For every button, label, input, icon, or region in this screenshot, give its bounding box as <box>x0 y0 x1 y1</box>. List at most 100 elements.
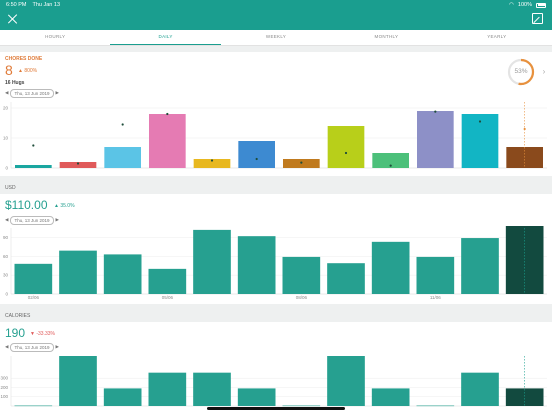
calories-date-picker: ◀ Thu, 13 Jun 2019 ▶ <box>5 342 59 352</box>
chart-bar[interactable] <box>505 388 544 406</box>
close-icon[interactable] <box>7 13 19 25</box>
chart-bar[interactable] <box>282 405 321 407</box>
chart-bar[interactable] <box>461 114 499 168</box>
progress-ring[interactable]: 53% <box>506 57 536 87</box>
chart-dot <box>121 123 124 126</box>
chart-bar[interactable] <box>371 241 410 294</box>
chart-dot <box>344 151 348 155</box>
calories-section-header: CALORIES <box>0 311 552 322</box>
chart-bar[interactable] <box>461 238 499 294</box>
next-date-icon[interactable]: ▶ <box>55 90 59 95</box>
chart-bar[interactable] <box>14 263 53 294</box>
chores-value: 8 <box>5 62 13 78</box>
chart-bar[interactable] <box>417 111 454 168</box>
chart-bar[interactable] <box>372 153 409 168</box>
chart-bar[interactable] <box>416 405 455 407</box>
tab-hourly[interactable]: HOURLY <box>45 34 66 39</box>
chart-bar[interactable] <box>461 372 499 406</box>
y-tick-label: 0 <box>5 166 8 171</box>
chart-bar[interactable] <box>193 159 231 168</box>
calories-value: 190 <box>5 326 26 340</box>
tab-yearly[interactable]: YEARLY <box>487 34 507 39</box>
chart-dot <box>255 157 258 161</box>
app-bar <box>0 10 552 30</box>
next-date-icon[interactable]: ▶ <box>55 217 59 222</box>
y-tick-label: 200 <box>0 385 8 390</box>
calories-chart: 300 200 100 <box>0 356 547 407</box>
status-bar: 6:50 PM Thu Jan 13 ◠ 100% <box>0 0 552 10</box>
usd-delta: ▲ 35.0% <box>54 203 75 209</box>
calories-delta: ▼ -33.33% <box>30 331 55 337</box>
usd-value: $110.00 <box>5 198 48 212</box>
usd-date-picker: ◀ Thu, 13 Jun 2019 ▶ <box>5 215 59 225</box>
chart-bar[interactable] <box>59 250 97 294</box>
usd-date[interactable]: Thu, 13 Jun 2019 <box>10 215 54 225</box>
chart-bar[interactable] <box>327 356 365 406</box>
chart-bar[interactable] <box>149 114 186 168</box>
edit-icon[interactable] <box>532 13 543 24</box>
chores-panel <box>0 52 552 176</box>
chart-bar[interactable] <box>505 226 544 294</box>
usd-chart: 90 60 30 0 02/06 05/06 08/06 11/06 <box>3 226 547 300</box>
chores-sub: 16 Hugs <box>5 80 25 86</box>
chart-bar[interactable] <box>148 268 187 294</box>
home-indicator <box>207 407 345 410</box>
chart-bar[interactable] <box>327 263 365 294</box>
chores-date[interactable]: Thu, 13 Jun 2019 <box>10 88 54 98</box>
x-tick-label: 05/06 <box>162 295 174 300</box>
y-tick-label: 0 <box>5 292 8 297</box>
chevron-right-icon[interactable]: › <box>542 67 546 76</box>
chores-date-picker: ◀ Thu, 13 Jun 2019 ▶ <box>5 88 59 98</box>
chart-bar[interactable] <box>15 165 52 168</box>
progress-ring-arc <box>507 58 535 86</box>
y-tick-label: 10 <box>3 136 9 141</box>
y-tick-label: 60 <box>3 254 9 259</box>
tab-monthly[interactable]: MONTHLY <box>374 34 399 39</box>
prev-date-icon[interactable]: ◀ <box>5 217 9 222</box>
chart-bar[interactable] <box>104 147 141 168</box>
chart-bar[interactable] <box>59 162 97 168</box>
wifi-icon: ◠ <box>509 2 514 8</box>
next-date-icon[interactable]: ▶ <box>55 344 59 349</box>
chart-bar[interactable] <box>371 388 410 406</box>
prev-date-icon[interactable]: ◀ <box>5 344 9 349</box>
usd-section-header: USD <box>0 183 552 194</box>
chart-bar[interactable] <box>14 405 53 407</box>
chart-bar[interactable] <box>59 356 97 406</box>
chart-dot <box>76 162 80 165</box>
calories-date[interactable]: Thu, 13 Jun 2019 <box>10 342 54 352</box>
prev-date-icon[interactable]: ◀ <box>5 90 9 95</box>
chart-bar[interactable] <box>237 388 276 406</box>
status-date: Thu Jan 13 <box>32 2 61 8</box>
chores-title: CHORES DONE <box>5 56 43 62</box>
y-tick-label: 100 <box>0 394 8 399</box>
chart-bar[interactable] <box>103 388 142 406</box>
y-tick-label: 300 <box>0 376 8 381</box>
tab-weekly[interactable]: WEEKLY <box>265 34 287 39</box>
period-tabs: HOURLY DAILY WEEKLY MONTHLY YEARLY <box>0 30 552 46</box>
chart-dot <box>166 112 169 116</box>
chart-bar[interactable] <box>103 254 142 294</box>
battery-percent: 100% <box>517 2 532 8</box>
chores-delta: ▲ 800% <box>18 68 38 74</box>
chart-bar[interactable] <box>282 256 321 294</box>
chart-dot <box>389 164 392 167</box>
chores-chart: 20 10 0 <box>3 102 547 171</box>
chart-dot <box>210 159 214 162</box>
chart-bar[interactable] <box>148 372 187 406</box>
chart-bar[interactable] <box>193 229 231 294</box>
chart-bar[interactable] <box>193 372 231 406</box>
chart-dot <box>300 161 303 164</box>
tab-daily[interactable]: DAILY <box>110 30 222 45</box>
status-time: 6:50 PM <box>6 2 27 8</box>
chart-dot <box>434 110 437 113</box>
x-tick-label: 08/06 <box>296 295 308 300</box>
chart-bar[interactable] <box>416 256 455 294</box>
chart-dot <box>32 144 35 147</box>
chart-bar[interactable] <box>327 126 365 168</box>
chart-bar[interactable] <box>238 141 275 168</box>
y-tick-label: 90 <box>3 235 9 240</box>
x-tick-label: 02/06 <box>28 295 40 300</box>
chart-bar[interactable] <box>237 236 276 294</box>
x-tick-label: 11/06 <box>430 295 441 300</box>
